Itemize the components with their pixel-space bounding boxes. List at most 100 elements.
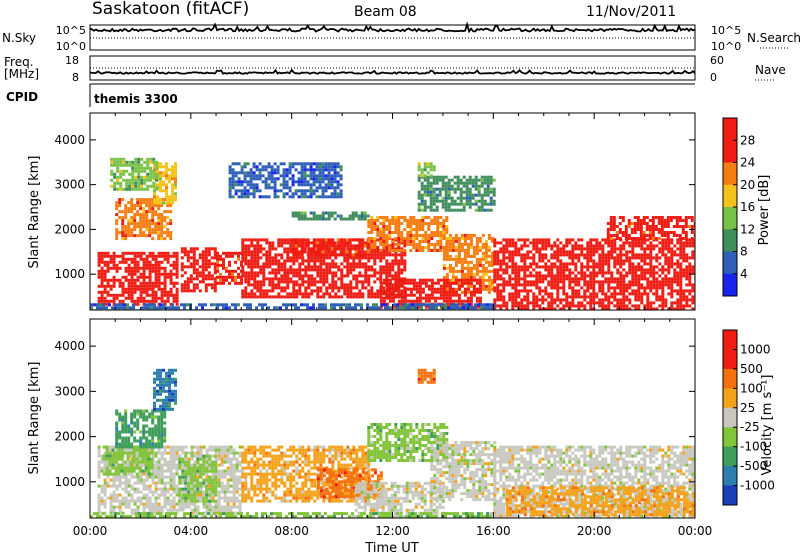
data-cell-power <box>315 180 319 184</box>
data-cell-power <box>127 278 131 282</box>
data-cell-power <box>330 211 334 215</box>
data-cell-power <box>324 253 328 257</box>
data-cell-power <box>139 287 143 291</box>
data-cell-power <box>276 168 280 172</box>
data-cell-power <box>382 281 386 285</box>
data-cell-power <box>186 250 190 254</box>
data-cell-power <box>270 171 274 175</box>
data-cell-power <box>655 292 659 296</box>
data-cell-power <box>300 168 304 172</box>
data-cell-power <box>186 286 190 290</box>
data-cell-power <box>472 272 476 276</box>
data-cell-power <box>517 301 521 305</box>
data-cell-power <box>139 251 143 255</box>
data-cell-power <box>439 293 443 297</box>
data-cell-power <box>508 292 512 296</box>
data-cell-power <box>228 171 232 175</box>
data-cell-power <box>119 175 123 179</box>
data-cell-power <box>252 192 256 196</box>
data-cell-power <box>379 271 383 275</box>
data-cell-power <box>333 211 337 215</box>
data-cell-power <box>631 271 635 275</box>
data-cell-power <box>655 286 659 290</box>
data-cell-power <box>598 298 602 302</box>
data-cell-power <box>418 249 422 252</box>
data-cell-power <box>225 266 228 270</box>
data-cell-power <box>325 268 329 272</box>
data-cell-power <box>604 262 608 266</box>
data-cell-power <box>391 253 395 257</box>
data-cell-power <box>562 268 566 272</box>
data-cell-power <box>352 247 356 251</box>
data-cell-power <box>306 238 310 242</box>
data-cell-power <box>165 171 168 175</box>
data-cell-power <box>103 287 107 291</box>
data-cell-power <box>285 192 289 196</box>
data-cell-power <box>424 231 428 234</box>
data-cell-power <box>131 178 135 182</box>
data-cell-power <box>103 263 107 267</box>
data-cell-power <box>625 259 629 263</box>
data-cell-power <box>580 238 584 242</box>
data-cell-power <box>442 233 446 237</box>
data-cell-power <box>340 247 344 251</box>
data-cell-power <box>355 256 359 260</box>
data-cell-power <box>481 287 485 291</box>
data-cell-power <box>673 289 677 293</box>
data-cell-power <box>442 248 446 252</box>
data-cell-power <box>113 172 117 176</box>
data-cell-power <box>346 271 350 275</box>
data-cell-power <box>433 231 437 234</box>
data-cell-power <box>331 286 335 290</box>
data-cell-power <box>400 253 404 257</box>
data-cell-power <box>469 266 473 270</box>
data-cell-power <box>304 265 308 269</box>
data-cell-power <box>586 286 590 290</box>
data-cell-power <box>445 254 449 258</box>
data-cell-power <box>334 295 338 299</box>
data-cell-power <box>538 247 542 251</box>
data-cell-power <box>363 244 367 248</box>
data-cell-power <box>571 250 575 254</box>
data-cell-power <box>535 301 539 305</box>
data-cell-power <box>244 274 248 278</box>
data-cell-power <box>175 302 179 306</box>
data-cell-power <box>123 306 126 310</box>
data-cell-power <box>172 254 176 258</box>
data-cell-power <box>628 250 632 254</box>
data-cell-power <box>544 238 548 242</box>
data-cell-power <box>358 274 362 278</box>
data-cell-power <box>270 174 274 178</box>
data-cell-power <box>463 278 467 282</box>
data-cell-power <box>103 290 107 294</box>
data-cell-power <box>330 186 334 190</box>
data-cell-power <box>280 253 284 257</box>
data-cell-power <box>355 277 359 281</box>
data-cell-power <box>370 231 374 234</box>
data-cell-power <box>316 274 320 278</box>
data-cell-power <box>201 250 205 254</box>
data-cell-power <box>261 180 265 184</box>
data-cell-power <box>137 181 141 185</box>
data-cell-power <box>655 265 659 269</box>
data-cell-power <box>388 281 392 285</box>
data-cell-power <box>103 254 107 258</box>
data-cell-power <box>532 268 536 272</box>
data-cell-power <box>526 265 530 269</box>
data-cell-power <box>666 237 670 240</box>
data-cell-power <box>535 274 539 278</box>
data-cell-power <box>490 284 494 288</box>
data-cell-power <box>130 219 134 223</box>
data-cell-power <box>486 178 490 182</box>
data-cell-power <box>154 281 158 285</box>
data-cell-power <box>532 292 536 296</box>
data-cell-power <box>478 248 482 252</box>
data-cell-power <box>355 274 359 278</box>
data-cell-power <box>379 228 383 231</box>
data-cell-power <box>456 306 459 310</box>
data-cell-power <box>121 237 125 241</box>
data-cell-power <box>153 201 156 205</box>
data-cell-power <box>231 275 234 279</box>
data-cell-power <box>499 292 503 296</box>
data-cell-power <box>469 269 473 273</box>
